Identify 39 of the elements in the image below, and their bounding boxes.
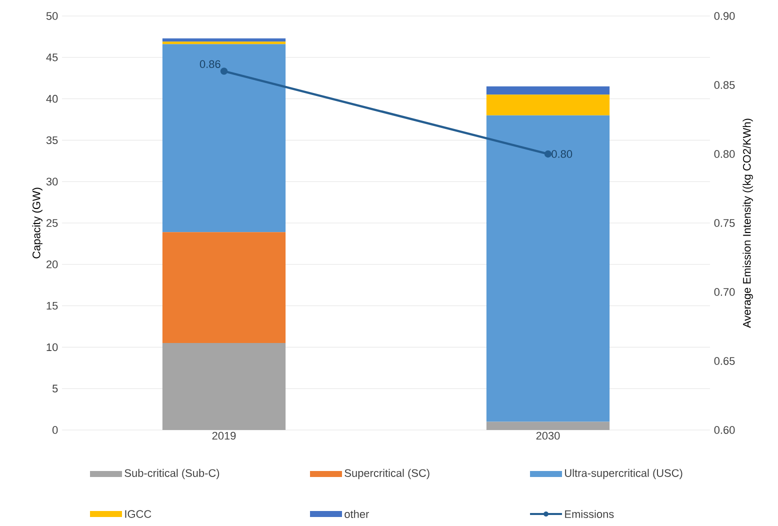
data-label: 0.80 [552,150,572,158]
y-tick-label: 50 [46,12,58,20]
legend-label: Sub-critical (Sub-C) [124,468,220,480]
y2-tick-label: 0.70 [714,288,735,296]
y2-tick-label: 0.90 [714,12,735,20]
bar [486,86,610,95]
y2-axis-title: Average Emission Intensity ((kg CO2/KWh) [742,118,753,328]
bar [486,115,610,422]
bar [486,94,610,116]
bar [162,38,286,42]
y-tick-label: 35 [46,136,58,144]
legend-label: other [344,510,369,518]
legend-label: Supercritical (SC) [344,468,430,480]
y-tick-label: 40 [46,94,58,103]
y-tick-label: 30 [46,178,58,186]
bar [162,232,286,344]
y2-tick-label: 0.80 [714,150,735,158]
x-tick-label: 2019 [212,432,236,440]
y-tick-label: 10 [46,343,58,352]
y2-tick-label: 0.75 [714,219,735,227]
y-tick-label: 5 [52,384,58,392]
y-tick-label: 15 [46,302,58,310]
data-label: 0.86 [200,60,220,68]
bar [162,42,286,44]
legend-label: Emissions [565,510,614,518]
bar [162,343,286,430]
y-tick-label: 0 [52,426,58,434]
legend-label: Ultra-supercritical (USC) [565,468,682,480]
y-tick-label: 25 [46,219,58,227]
bar [162,44,286,232]
y-tick-label: 45 [46,54,58,62]
x-tick-label: 2030 [536,432,560,440]
y2-tick-label: 0.65 [714,357,735,365]
y2-tick-label: 0.60 [714,426,735,434]
legend-label: IGCC [125,510,152,518]
y2-tick-label: 0.85 [714,81,735,89]
y-axis-title: Capacity (GW) [32,188,42,258]
y-tick-label: 20 [46,260,58,268]
bar [486,422,610,430]
